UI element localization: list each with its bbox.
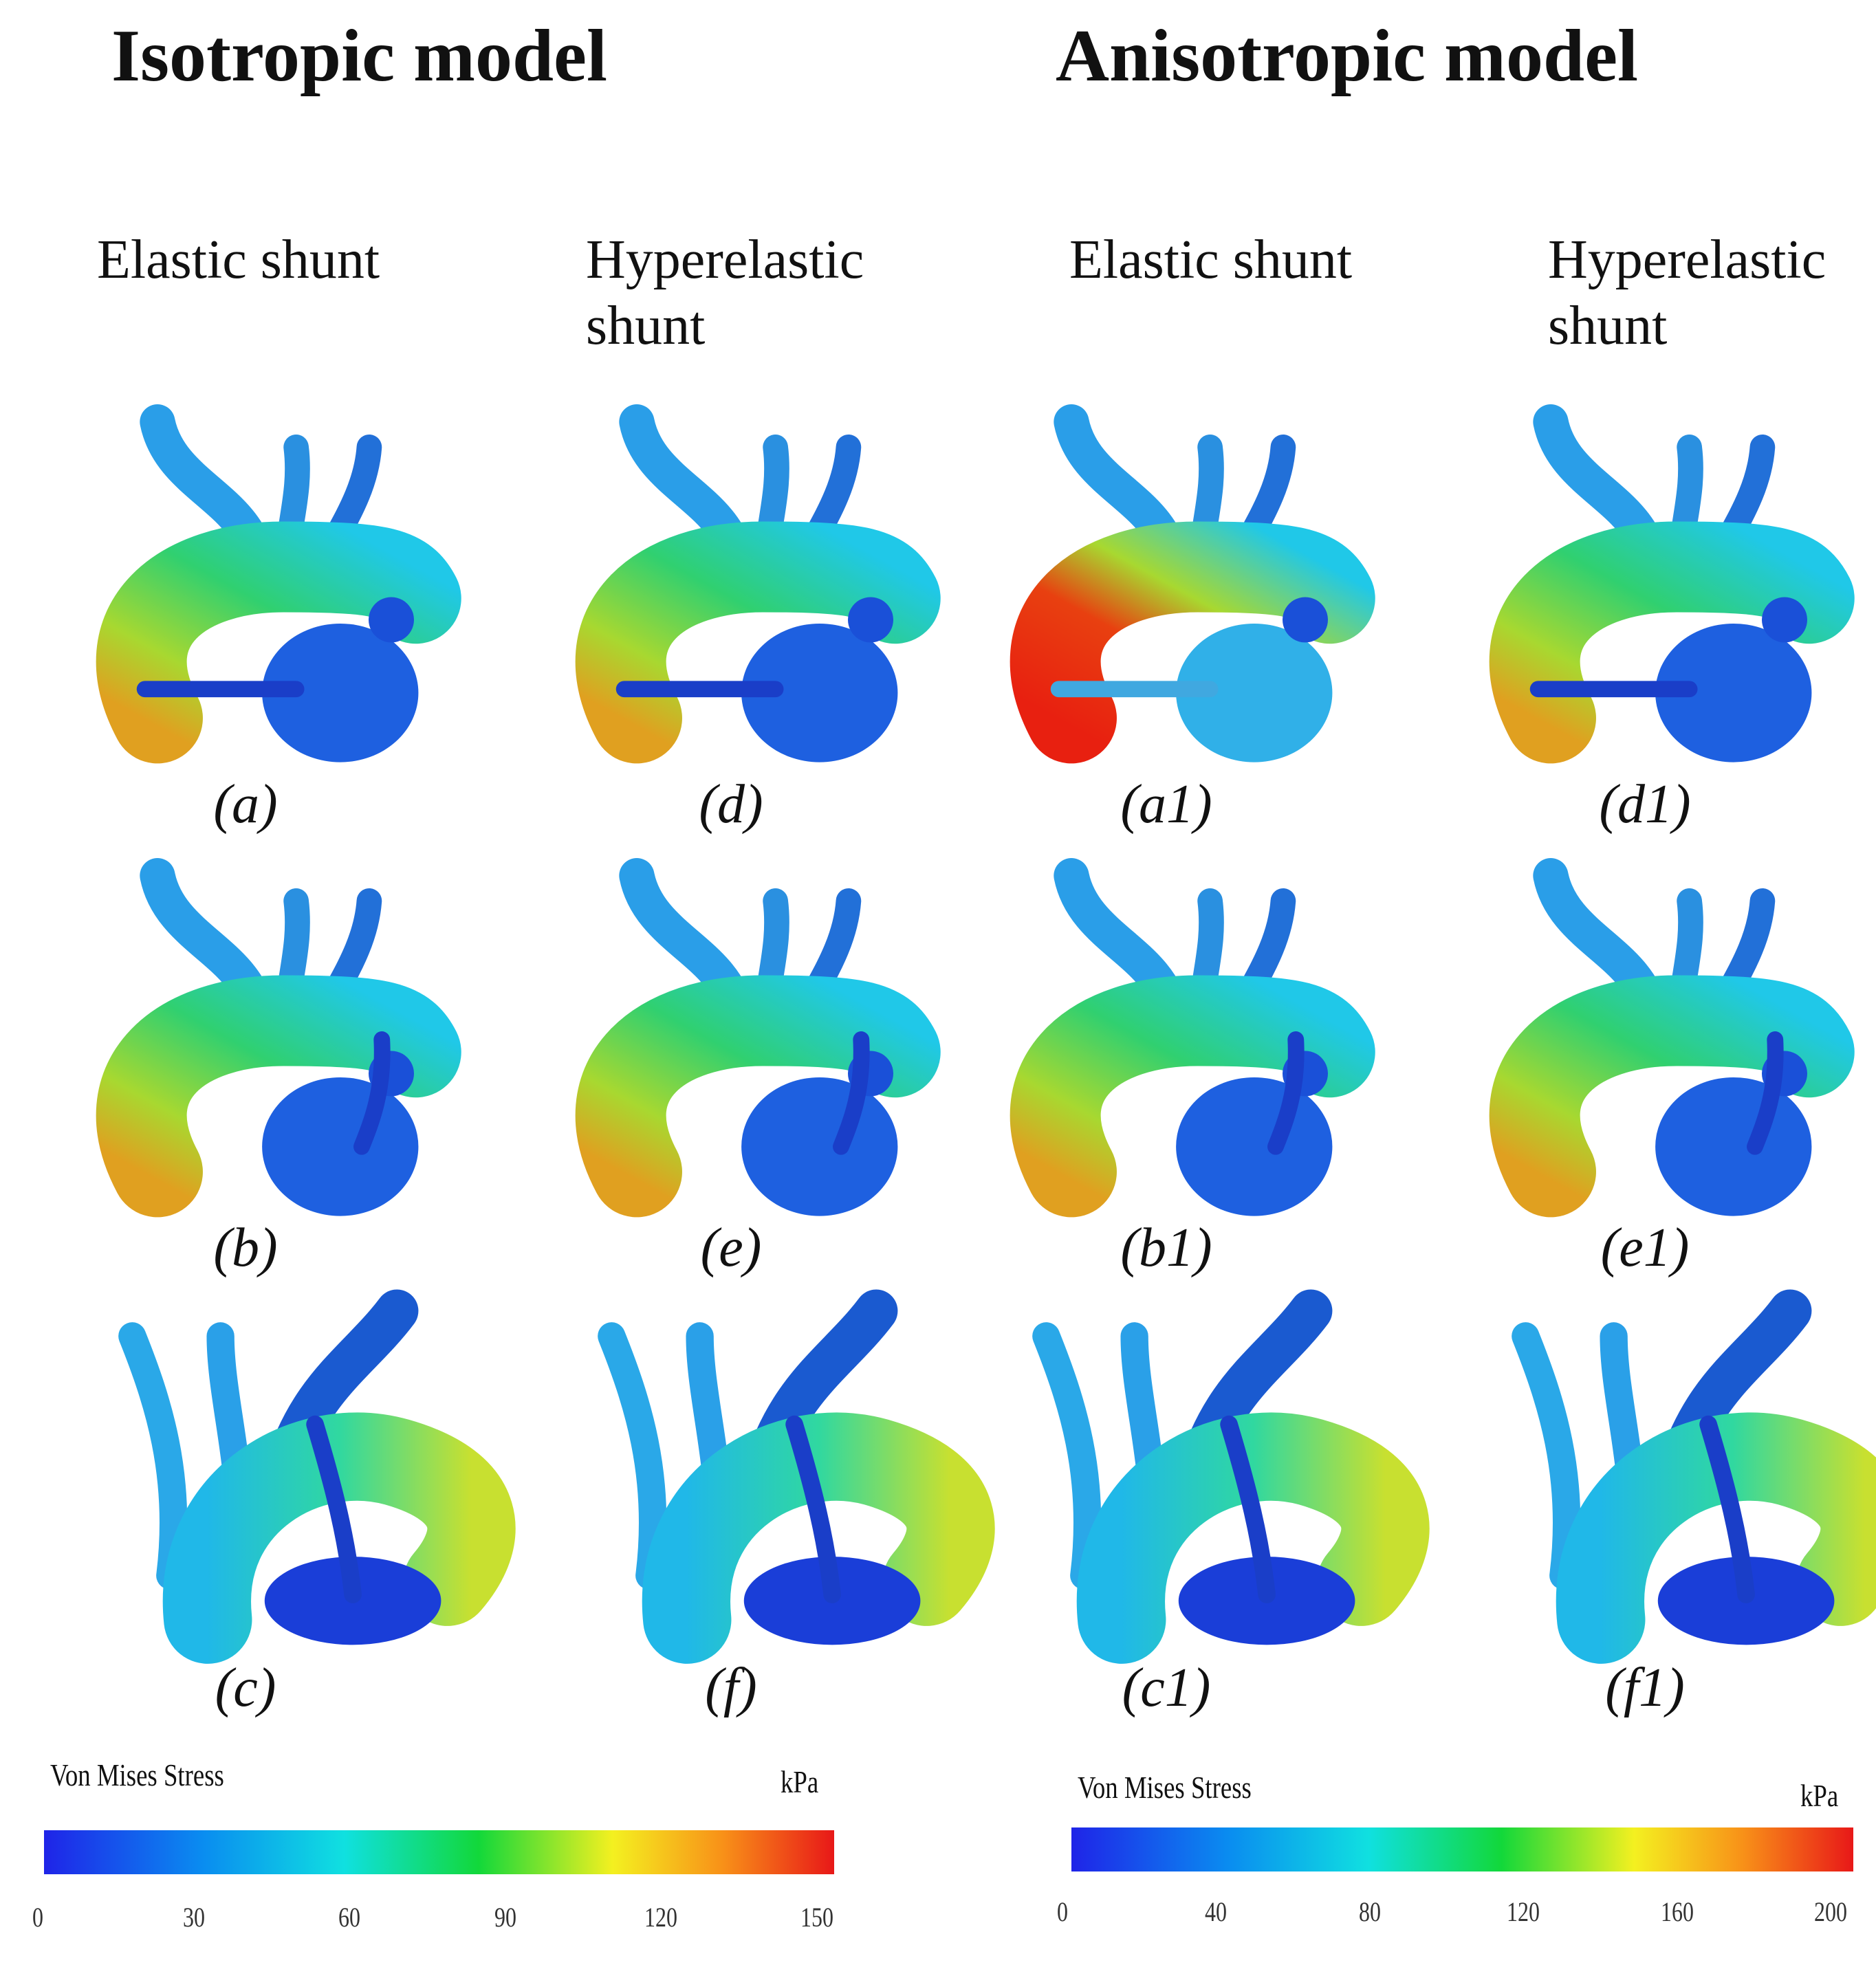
vessel-model xyxy=(132,1311,471,1645)
vessel-model xyxy=(1535,422,1812,762)
vessel-model xyxy=(1535,876,1812,1216)
vessel-model xyxy=(621,876,898,1216)
panel-label: (d) xyxy=(699,774,763,835)
colorbar-title: Von Mises Stress xyxy=(50,1757,224,1792)
colorbar-unit: kPa xyxy=(781,1764,819,1799)
colorbar-tick-label: 40 xyxy=(1205,1896,1228,1927)
panel-label: (b1) xyxy=(1120,1218,1212,1278)
column-header: Elastic shunt xyxy=(97,230,380,290)
colorbar-title: Von Mises Stress xyxy=(1078,1770,1252,1805)
vessel-model xyxy=(621,422,898,762)
panel-label: (b) xyxy=(213,1218,278,1278)
colorbar-unit: kPa xyxy=(1800,1778,1839,1813)
panel-label: (e1) xyxy=(1600,1218,1690,1278)
panel-label: (f1) xyxy=(1605,1658,1685,1718)
panel-label: (f) xyxy=(705,1658,757,1718)
vessel-model xyxy=(1056,876,1333,1216)
colorbar-tick-label: 80 xyxy=(1358,1896,1381,1927)
colorbar xyxy=(44,1830,834,1874)
panel-label: (a) xyxy=(213,774,278,835)
vessel-model xyxy=(142,422,419,762)
colorbar-tick-label: 150 xyxy=(800,1902,833,1933)
colorbar-tick-label: 30 xyxy=(182,1902,205,1933)
column-header: Hyperelastic shunt xyxy=(1548,230,1826,356)
vessel-model xyxy=(142,876,419,1216)
colorbar-tick-label: 160 xyxy=(1660,1896,1694,1927)
panel-label: (a1) xyxy=(1120,774,1212,835)
colorbar-tick-label: 0 xyxy=(1057,1896,1068,1927)
colorbar-tick-label: 200 xyxy=(1814,1896,1847,1927)
vessel-model xyxy=(1525,1311,1864,1645)
column-header: Hyperelastic shunt xyxy=(586,230,864,356)
vessel-model xyxy=(1046,1311,1385,1645)
colorbar-tick-label: 60 xyxy=(338,1902,361,1933)
colorbar-tick-label: 120 xyxy=(644,1902,678,1933)
colorbar-tick-label: 90 xyxy=(494,1902,516,1933)
vessel-model xyxy=(1056,422,1333,762)
column-header: Elastic shunt xyxy=(1069,230,1353,290)
panel-label: (c) xyxy=(215,1658,276,1718)
panel-label: (d1) xyxy=(1599,774,1691,835)
vessel-model xyxy=(611,1311,950,1645)
colorbar xyxy=(1071,1827,1853,1871)
colorbar-tick-label: 0 xyxy=(32,1902,43,1933)
panel-label: (e) xyxy=(700,1218,762,1278)
panel-label: (c1) xyxy=(1122,1658,1211,1718)
model-title: Anisotropic model xyxy=(1056,15,1639,97)
model-title: Isotropic model xyxy=(111,15,607,97)
colorbar-tick-label: 120 xyxy=(1507,1896,1540,1927)
